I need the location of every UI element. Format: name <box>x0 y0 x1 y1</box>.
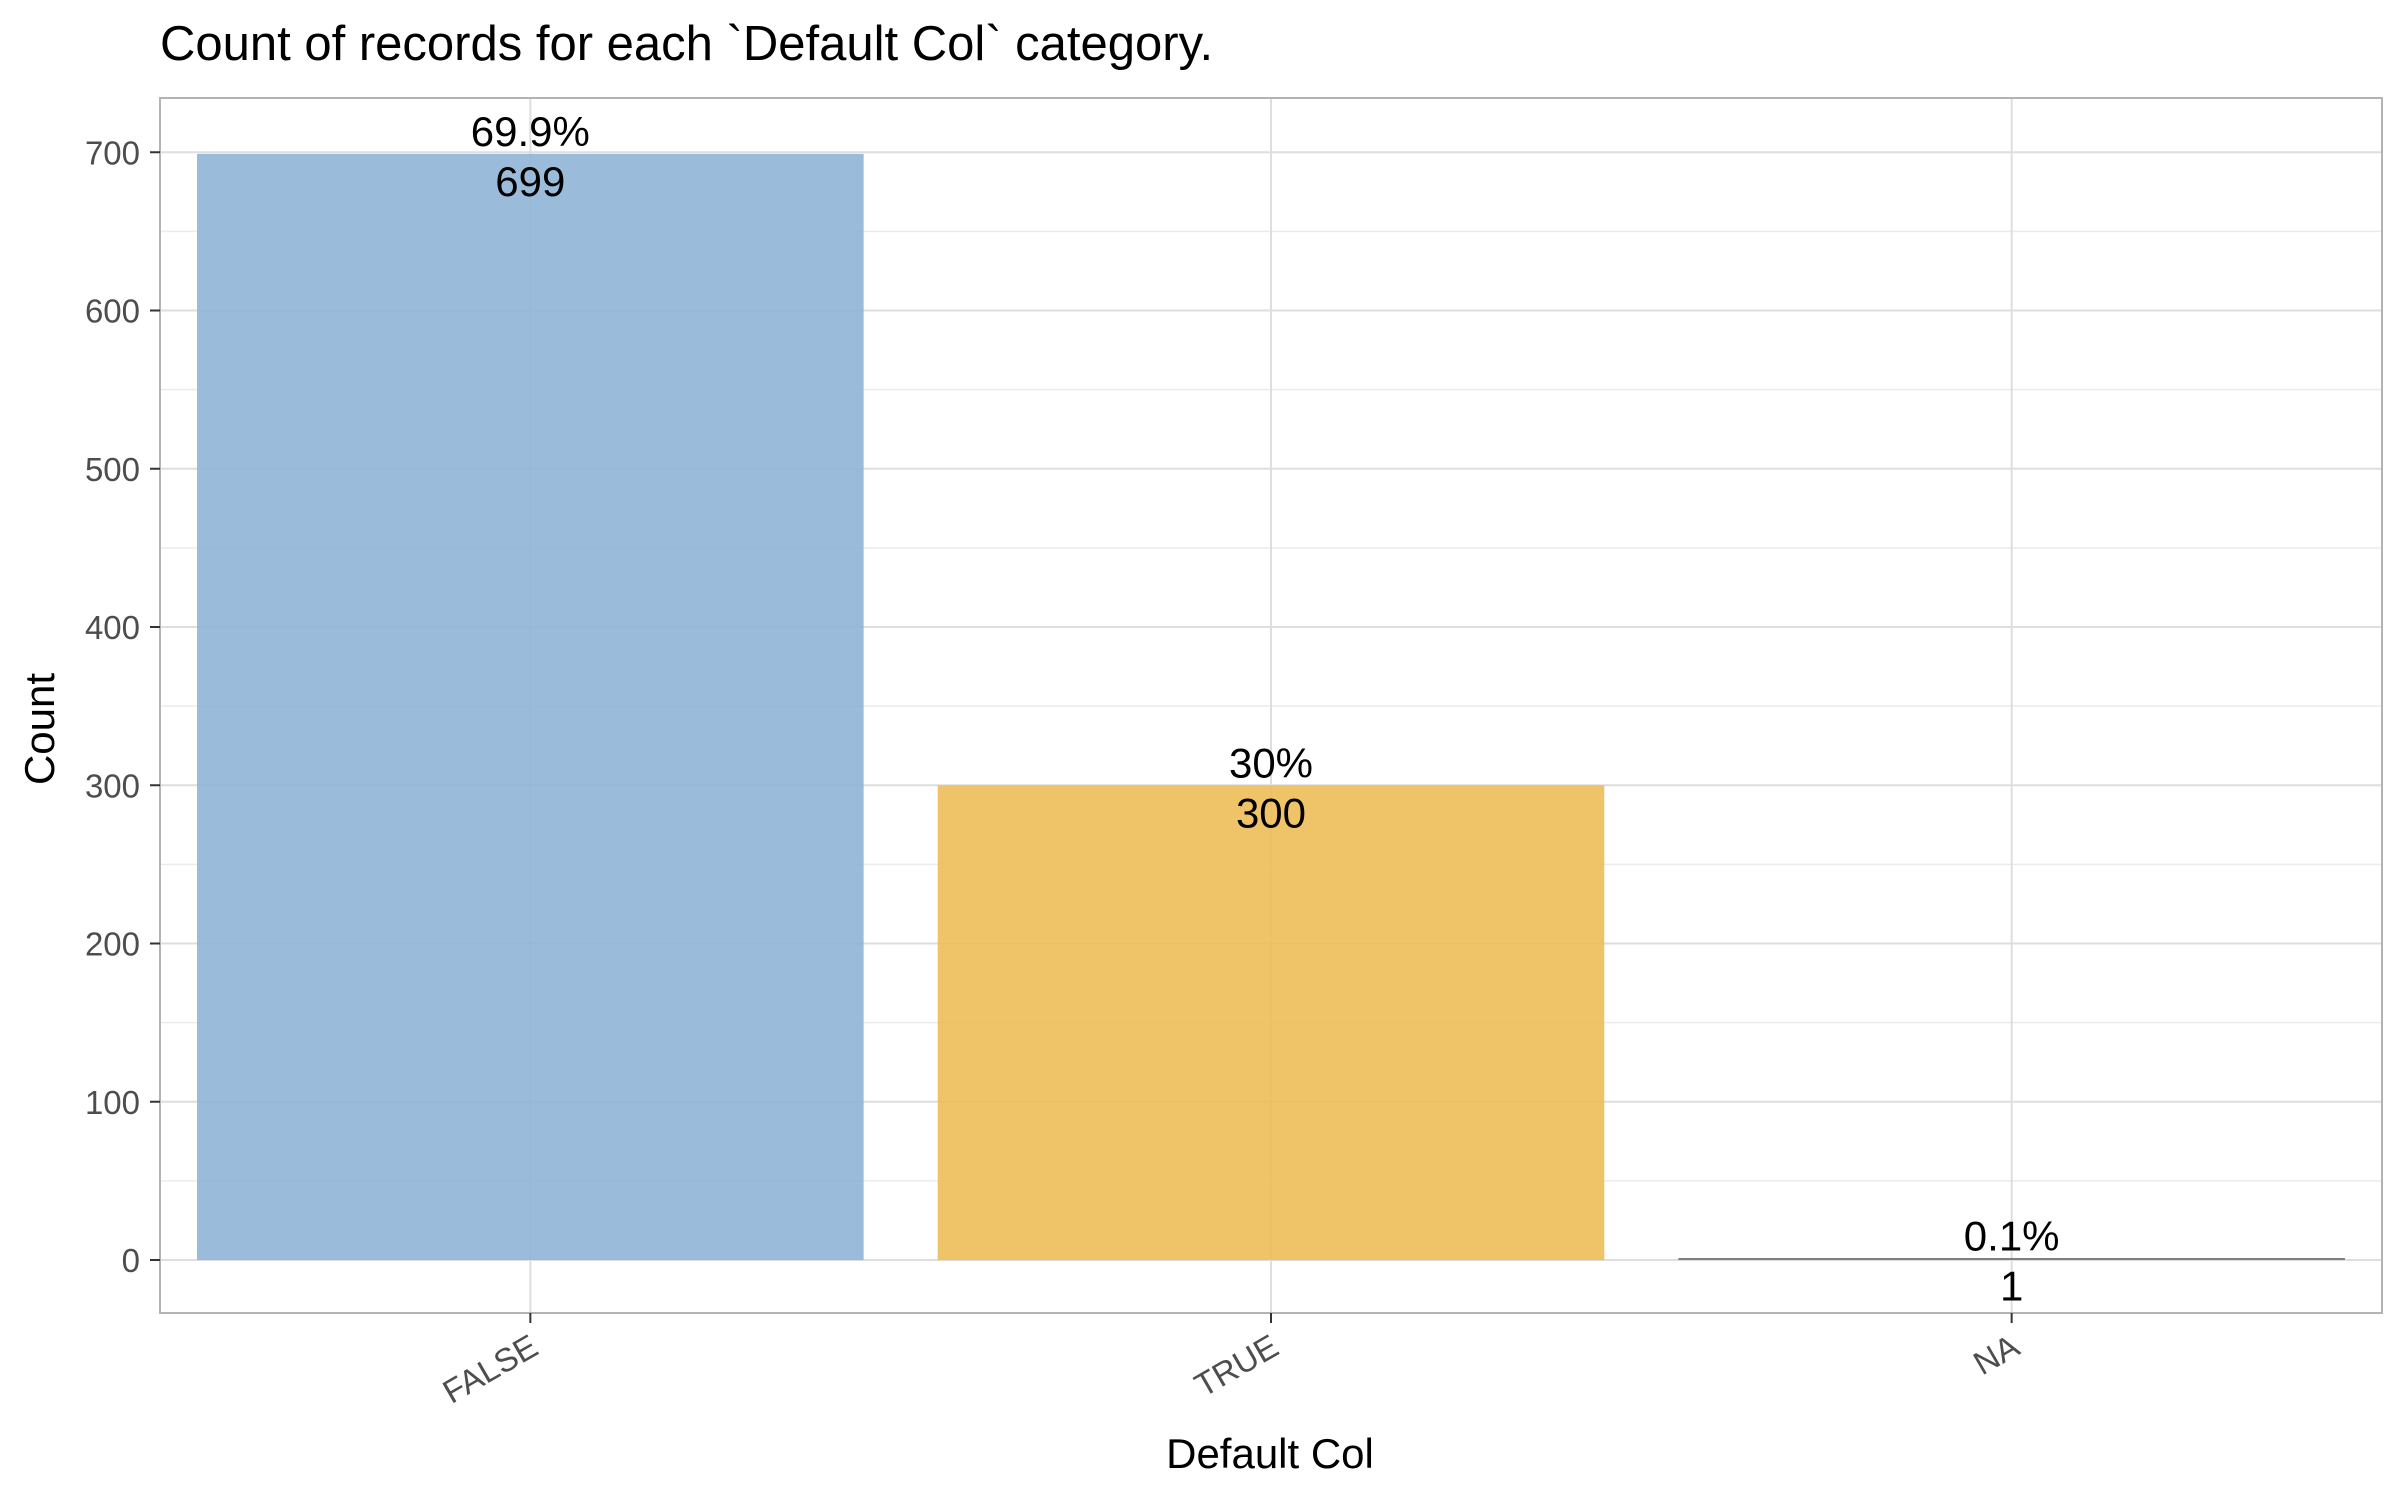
y-tick-label: 600 <box>85 293 140 330</box>
x-tick-label: TRUE <box>1188 1327 1284 1404</box>
y-tick-label: 300 <box>85 767 140 804</box>
chart-title: Count of records for each `Default Col` … <box>160 17 1213 71</box>
count-label: 1 <box>2000 1262 2023 1309</box>
percent-label: 30% <box>1229 739 1313 786</box>
data-labels-layer: 69.9%699 30%300 0.1%1 <box>471 108 2060 1310</box>
y-axis-title: Count <box>16 673 63 785</box>
y-tick-label: 0 <box>122 1242 140 1279</box>
x-tick-label: NA <box>1967 1327 2025 1382</box>
x-tick-label: FALSE <box>436 1327 543 1410</box>
percent-label: 0.1% <box>1964 1212 2060 1259</box>
y-tick-label: 400 <box>85 609 140 646</box>
bar-false <box>197 153 864 1260</box>
y-tick-label: 200 <box>85 926 140 963</box>
percent-label: 69.9% <box>471 108 590 155</box>
x-axis-title: Default Col <box>1166 1430 1374 1477</box>
count-label: 699 <box>495 158 565 205</box>
y-tick-label: 500 <box>85 451 140 488</box>
y-tick-label: 100 <box>85 1084 140 1121</box>
count-label: 300 <box>1236 789 1306 836</box>
bar-na <box>1678 1258 2345 1260</box>
y-tick-label: 700 <box>85 134 140 171</box>
bars-layer <box>197 153 2345 1260</box>
bar-true <box>937 785 1605 1260</box>
